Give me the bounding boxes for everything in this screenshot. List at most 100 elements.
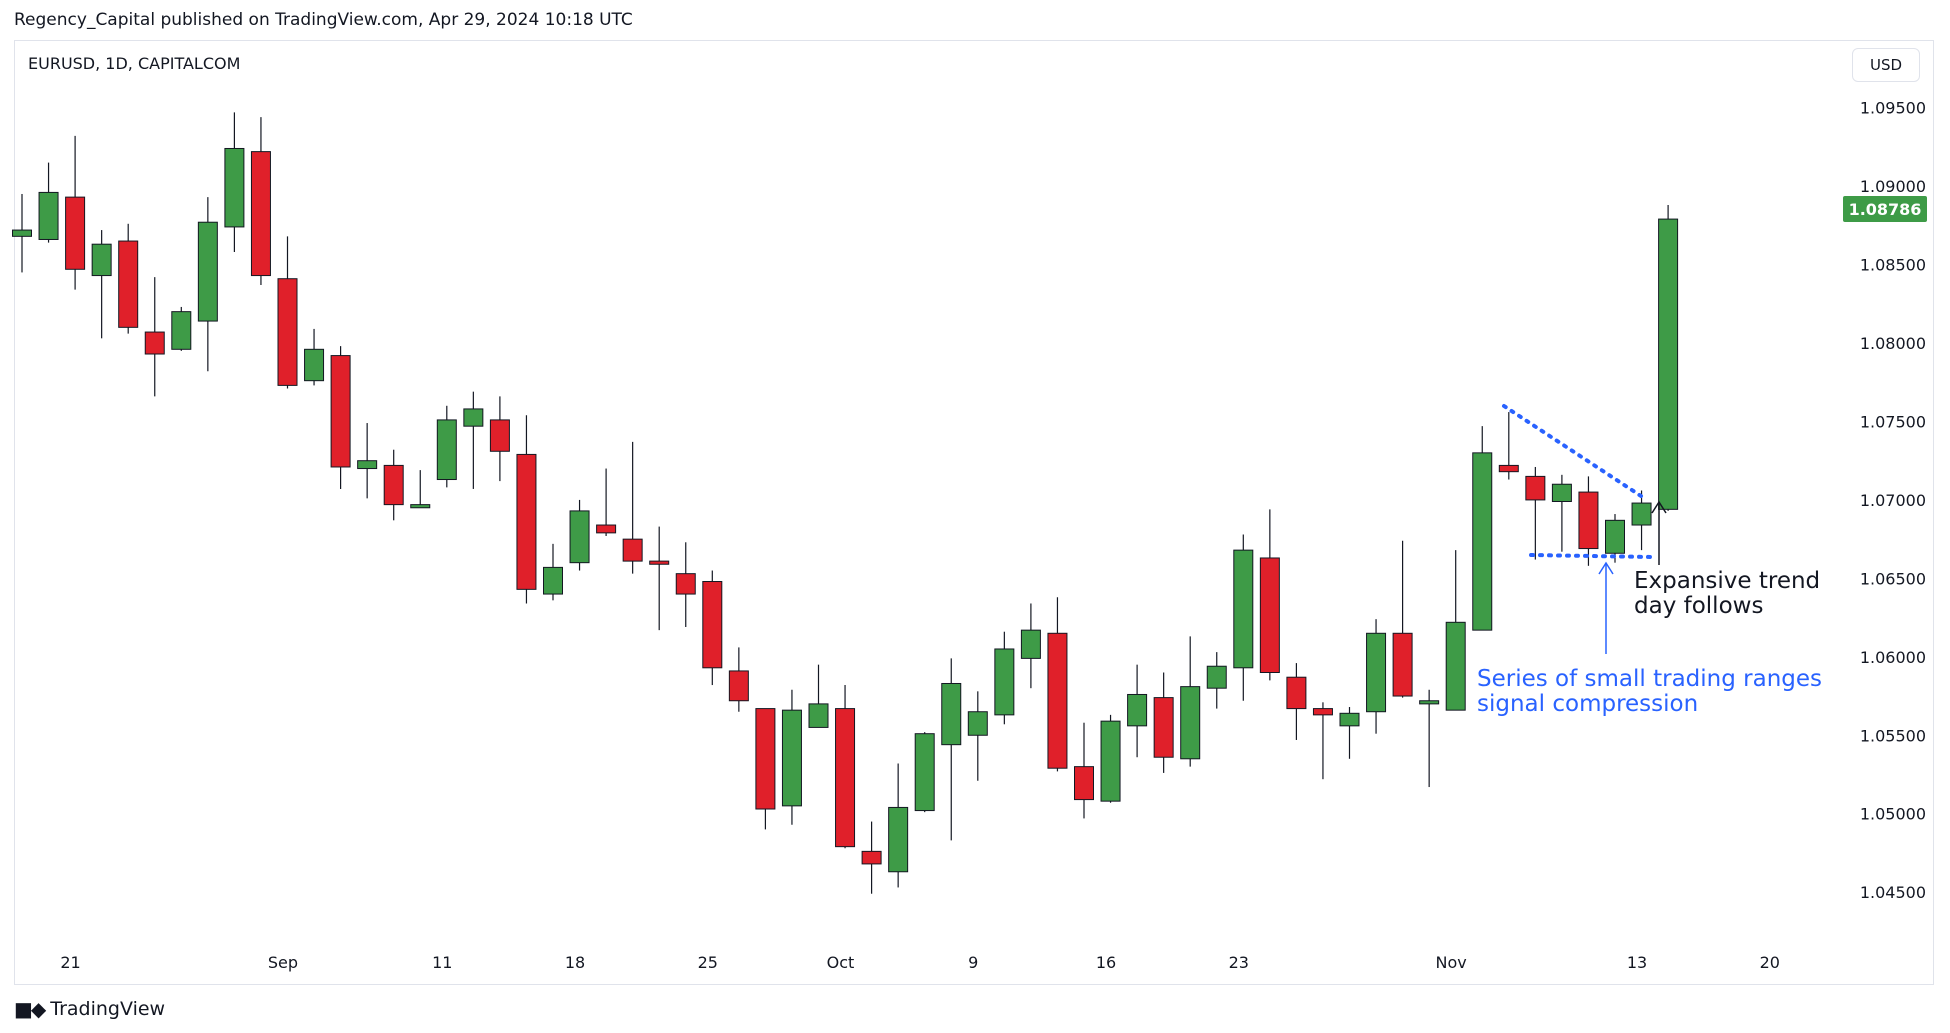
candle — [330, 346, 351, 489]
candle — [1206, 652, 1227, 709]
candle-body-down — [622, 538, 643, 562]
candle — [357, 423, 378, 499]
candle — [781, 689, 802, 825]
candle — [1180, 636, 1201, 767]
candle — [224, 112, 245, 253]
candle — [1074, 722, 1094, 819]
candle — [914, 732, 935, 813]
candle — [1339, 707, 1360, 759]
candle-body-up — [91, 243, 112, 277]
candle — [622, 441, 643, 574]
price-tick-label: 1.06500 — [1860, 569, 1926, 588]
candle-body-down — [516, 453, 537, 590]
candle — [463, 391, 484, 489]
candle — [1392, 540, 1413, 698]
candle — [1047, 597, 1068, 772]
candle-body-up — [1658, 218, 1679, 510]
candle-body-up — [781, 709, 802, 807]
candle-body-down — [861, 850, 882, 865]
candle — [1233, 534, 1254, 701]
candle-body-down — [1153, 697, 1174, 758]
support-line — [1529, 553, 1654, 559]
candle — [1419, 689, 1440, 788]
candle-body-up — [808, 703, 829, 728]
price-tick-label: 1.09000 — [1860, 177, 1926, 196]
price-tick-label: 1.05000 — [1860, 805, 1926, 824]
time-tick-label: Sep — [268, 953, 298, 972]
candle-body-up — [1020, 629, 1041, 659]
candle-body-down — [835, 708, 856, 848]
candle-body-up — [1127, 693, 1148, 727]
time-tick-label: Nov — [1436, 953, 1467, 972]
time-tick-label: 18 — [565, 953, 585, 972]
candle — [728, 647, 749, 712]
candle-body-down — [1578, 491, 1599, 550]
publish-info: Regency_Capital published on TradingView… — [14, 10, 633, 30]
candle-body-down — [1312, 708, 1333, 716]
candle — [1153, 672, 1174, 773]
candle-body-down — [1286, 676, 1307, 710]
price-axis[interactable]: 1.09500 1.09000 1.08500 1.08000 1.07500 1.070… — [1860, 99, 1926, 902]
tradingview-logo[interactable]: ■◆ TradingView — [14, 997, 165, 1021]
candle — [1445, 550, 1466, 711]
candle-body-up — [1206, 665, 1227, 689]
time-axis[interactable]: 21 Sep 11 18 25 Oct 9 16 23 Nov 13 20 — [60, 953, 1780, 972]
candle-body-up — [1605, 519, 1625, 554]
candle — [1498, 412, 1519, 480]
candle — [755, 708, 776, 830]
candle-body-down — [489, 419, 510, 452]
candle-body-down — [596, 524, 617, 534]
time-tick-label: Oct — [827, 953, 855, 972]
candle-body-down — [1392, 632, 1413, 697]
candle — [197, 197, 218, 372]
candle — [65, 135, 86, 290]
candle-body-up — [1366, 632, 1387, 713]
candle — [489, 396, 510, 482]
candle-body-down — [144, 331, 165, 355]
time-tick-label: 9 — [968, 953, 978, 972]
last-price-label: 1.08786 — [1849, 200, 1922, 219]
candle — [171, 306, 192, 351]
candle-body-up — [994, 648, 1015, 716]
candle-body-down — [1498, 464, 1519, 473]
candle-body-up — [171, 311, 192, 350]
candle — [304, 328, 325, 386]
annotation-expansive-1: Expansive trend — [1634, 568, 1820, 594]
candle-body-up — [1339, 712, 1360, 727]
candle — [383, 449, 404, 521]
candle-body-up — [410, 504, 431, 509]
candle-body-down — [277, 278, 298, 386]
candle-body-up — [1631, 502, 1652, 526]
candle-body-up — [357, 460, 378, 470]
candle — [994, 631, 1015, 725]
candle-body-up — [463, 408, 484, 427]
candle-body-up — [304, 348, 325, 382]
black-arrowhead-icon — [1651, 500, 1667, 514]
currency-button[interactable]: USD — [1852, 48, 1920, 82]
candle — [250, 117, 271, 285]
time-tick-label: 25 — [698, 953, 718, 972]
candle — [12, 193, 32, 273]
candlestick-chart[interactable]: 1.09500 1.09000 1.08500 1.08000 1.07500 1.070… — [0, 0, 1950, 985]
candle-body-down — [383, 464, 404, 506]
price-tick-label: 1.07500 — [1860, 412, 1926, 431]
candle-body-up — [38, 191, 59, 240]
time-tick-label: 20 — [1760, 953, 1780, 972]
candle-body-up — [1180, 686, 1201, 760]
candle — [808, 664, 829, 728]
blue-arrowhead-icon — [1598, 561, 1614, 575]
annotations-layer: Expansive trend day follows Series of sm… — [1477, 404, 1822, 717]
candle-body-up — [543, 566, 563, 595]
time-tick-label: 11 — [432, 953, 452, 972]
candle-body-down — [649, 560, 670, 565]
candle-body-up — [967, 711, 988, 736]
symbol-title[interactable]: EURUSD, 1D, CAPITALCOM — [28, 54, 241, 73]
candle-body-up — [436, 419, 457, 481]
resistance-trendline — [1502, 404, 1643, 498]
candle-body-up — [1445, 621, 1466, 711]
annotation-expansive-2: day follows — [1634, 593, 1763, 619]
candle-body-down — [330, 355, 351, 468]
candle-body-up — [888, 806, 909, 873]
candle — [675, 542, 696, 628]
time-tick-label: 16 — [1096, 953, 1116, 972]
